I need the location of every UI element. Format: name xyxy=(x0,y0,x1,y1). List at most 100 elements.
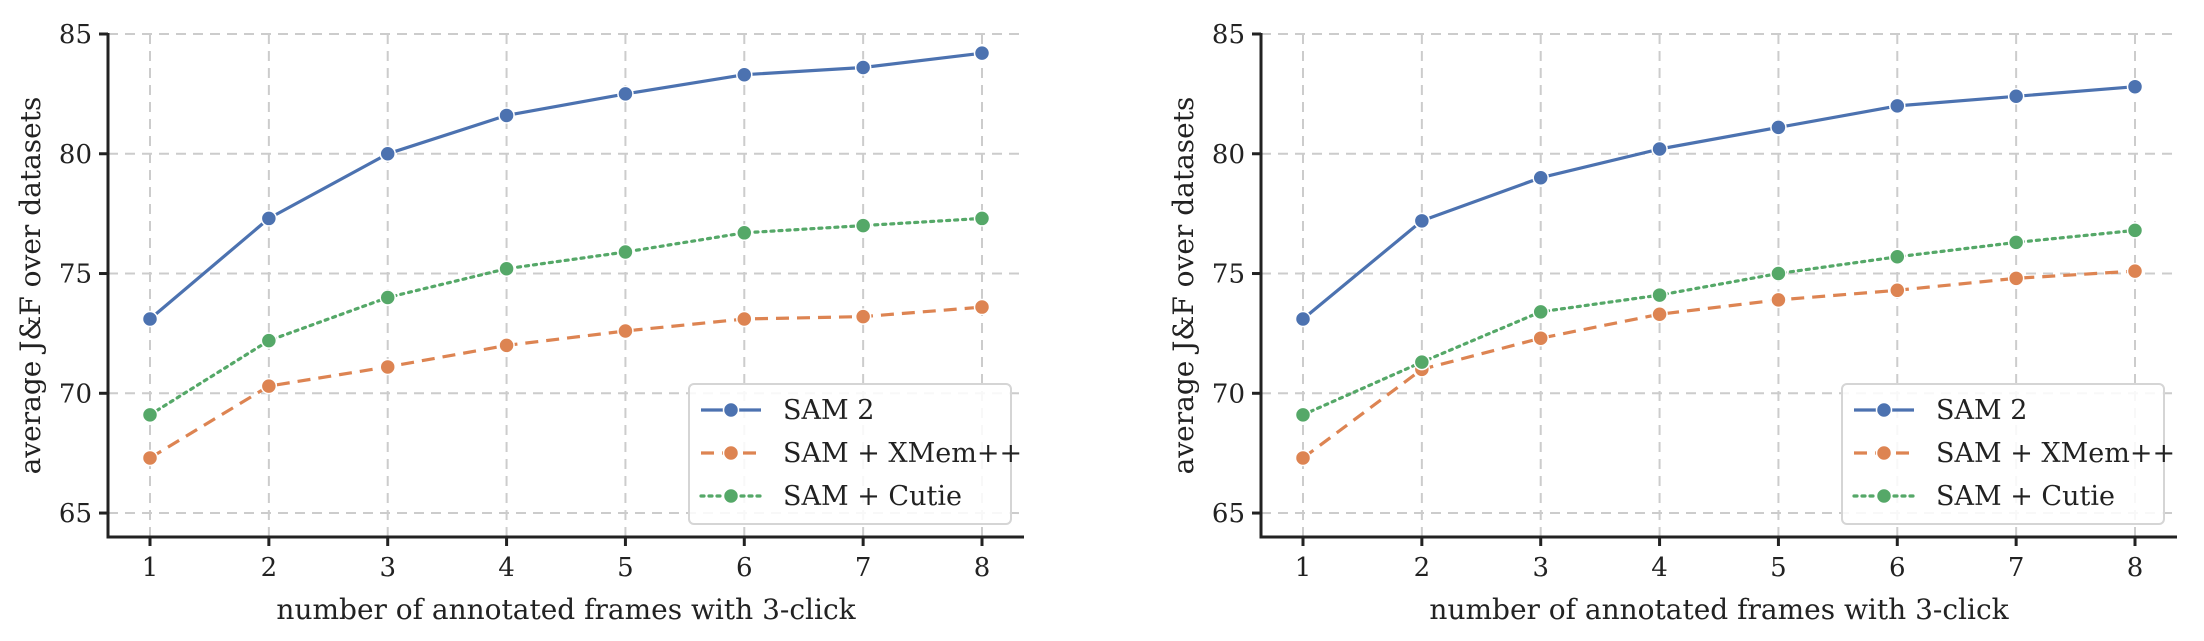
data-point xyxy=(141,406,159,424)
data-point xyxy=(1889,248,1906,266)
data-point xyxy=(973,44,991,62)
data-point xyxy=(1889,282,1906,299)
data-point xyxy=(1294,406,1312,424)
legend-marker xyxy=(1875,444,1893,462)
x-tick-label: 5 xyxy=(617,553,634,583)
x-tick-label: 1 xyxy=(142,553,159,583)
legend-box xyxy=(688,383,1012,525)
legend-label: SAM + Cutie xyxy=(1936,481,2115,512)
data-point xyxy=(1770,265,1787,282)
data-point xyxy=(973,210,991,227)
data-point xyxy=(1889,97,1906,115)
legend: SAM 2 SAM + XMem++ SAM + Cutie xyxy=(1841,383,2175,525)
legend-label: SAM + XMem++ xyxy=(783,438,1022,469)
y-tick-label: 75 xyxy=(1212,260,1245,290)
data-point xyxy=(854,59,872,76)
y-axis-label: average J&F over datasets xyxy=(14,97,47,475)
x-tick-label: 6 xyxy=(1889,553,1906,583)
y-tick-label: 75 xyxy=(59,260,92,290)
series-line-3 xyxy=(148,216,984,417)
data-point xyxy=(498,260,515,277)
data-point xyxy=(736,66,753,83)
data-point xyxy=(1651,140,1668,158)
data-point xyxy=(141,449,159,467)
x-axis-label: number of annotated frames with 3-click xyxy=(1429,593,2009,626)
x-tick-label: 2 xyxy=(261,553,278,583)
data-point xyxy=(854,217,872,234)
data-point xyxy=(1651,286,1668,304)
data-point xyxy=(141,310,159,328)
series-line-1 xyxy=(148,51,983,321)
y-tick-label: 80 xyxy=(1212,140,1245,170)
x-tick-label: 3 xyxy=(1532,553,1549,583)
data-point xyxy=(973,298,991,316)
series-line-2 xyxy=(149,305,983,460)
x-tick-label: 2 xyxy=(1414,553,1431,583)
x-tick-label: 1 xyxy=(1295,553,1312,583)
data-point xyxy=(617,85,634,103)
x-tick-label: 8 xyxy=(974,553,991,583)
data-point xyxy=(617,322,634,340)
series-line-2 xyxy=(1302,269,2136,460)
data-point xyxy=(260,332,278,349)
data-point xyxy=(1532,329,1549,347)
y-tick-label: 85 xyxy=(1212,20,1245,50)
x-axis-label: number of annotated frames with 3-click xyxy=(276,593,856,626)
data-point xyxy=(379,358,396,376)
x-tick-label: 7 xyxy=(855,553,872,583)
data-point xyxy=(498,337,515,354)
legend-marker xyxy=(1875,401,1893,419)
data-point xyxy=(2126,222,2144,239)
data-point xyxy=(1294,310,1312,328)
x-tick-label: 5 xyxy=(1770,553,1787,583)
x-tick-label: 3 xyxy=(379,553,396,583)
y-tick-label: 80 xyxy=(59,140,92,170)
x-tick-label: 6 xyxy=(736,553,753,583)
chart-panel-2: 1 2 3 4 5 6 7 8 65 70 75 80 85 number of annotated fr… xyxy=(1167,20,2177,626)
data-point xyxy=(498,107,515,124)
data-point xyxy=(1413,212,1431,230)
y-tick-label: 70 xyxy=(1212,379,1245,409)
x-tick-label: 4 xyxy=(498,553,515,583)
legend-box xyxy=(1841,383,2165,525)
data-point xyxy=(2007,88,2025,105)
legend-marker xyxy=(722,401,740,419)
legend-label: SAM 2 xyxy=(1936,395,2027,426)
data-point xyxy=(1651,305,1668,323)
data-point xyxy=(1532,169,1549,186)
data-point xyxy=(260,377,278,395)
legend-marker xyxy=(722,444,740,462)
y-tick-label: 65 xyxy=(1212,499,1245,529)
data-point xyxy=(2126,78,2144,95)
data-point xyxy=(617,243,634,261)
legend: SAM 2 SAM + XMem++ SAM + Cutie xyxy=(688,383,1022,525)
x-tick-label: 4 xyxy=(1651,553,1668,583)
y-axis-label: average J&F over datasets xyxy=(1167,97,1200,475)
data-point xyxy=(379,145,396,163)
legend-marker xyxy=(722,487,740,505)
y-tick-label: 85 xyxy=(59,20,92,50)
legend-label: SAM + Cutie xyxy=(783,481,962,512)
data-point xyxy=(1532,303,1549,321)
data-point xyxy=(854,308,872,325)
series-line-3 xyxy=(1301,228,2137,417)
data-point xyxy=(1294,449,1312,467)
y-tick-label: 65 xyxy=(59,499,92,529)
x-tick-label: 8 xyxy=(2127,553,2144,583)
legend-label: SAM + XMem++ xyxy=(1936,438,2175,469)
data-point xyxy=(2126,262,2144,280)
legend-marker xyxy=(1875,487,1893,505)
data-point xyxy=(379,289,396,306)
chart-panel-1: 1 2 3 4 5 6 7 8 65 70 75 80 85 number of annotated fr… xyxy=(14,20,1024,626)
data-point xyxy=(2007,234,2025,251)
data-point xyxy=(1770,119,1787,136)
data-point xyxy=(1413,353,1431,371)
series-line-1 xyxy=(1301,85,2136,321)
legend-label: SAM 2 xyxy=(783,395,874,426)
y-tick-label: 70 xyxy=(59,379,92,409)
data-point xyxy=(736,224,753,242)
x-tick-label: 7 xyxy=(2008,553,2025,583)
data-point xyxy=(1770,291,1787,309)
data-point xyxy=(260,210,278,227)
